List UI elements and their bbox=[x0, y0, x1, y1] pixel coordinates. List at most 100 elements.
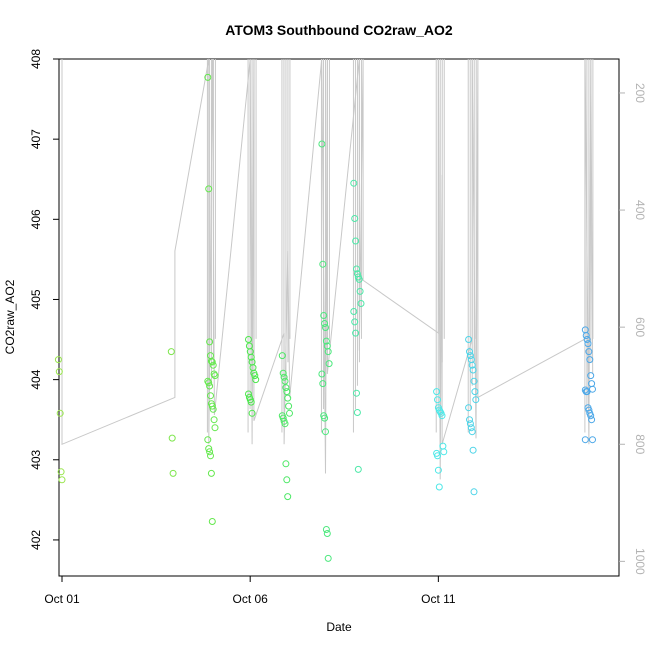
y-tick-label: 404 bbox=[29, 369, 43, 389]
data-point bbox=[434, 466, 442, 474]
data-point bbox=[586, 356, 594, 364]
data-point bbox=[322, 526, 330, 533]
data-point bbox=[466, 348, 473, 356]
data-point bbox=[584, 340, 592, 348]
data-point bbox=[168, 434, 176, 442]
y2-tick-label: 600 bbox=[633, 317, 647, 337]
data-point bbox=[356, 287, 364, 295]
data-point bbox=[318, 140, 326, 148]
data-point bbox=[279, 369, 287, 377]
data-point bbox=[465, 404, 473, 412]
data-point bbox=[54, 356, 62, 364]
data-point bbox=[211, 424, 219, 432]
data-point bbox=[321, 414, 329, 422]
data-point bbox=[471, 388, 479, 396]
data-point bbox=[467, 424, 475, 432]
data-point bbox=[208, 402, 216, 410]
data-point bbox=[472, 396, 480, 404]
data-point bbox=[324, 348, 332, 356]
data-point bbox=[585, 348, 593, 356]
data-point bbox=[282, 460, 290, 468]
y-tick-label: 407 bbox=[29, 129, 43, 149]
data-point bbox=[468, 361, 476, 369]
plot-frame bbox=[58, 58, 620, 577]
data-point bbox=[283, 476, 291, 484]
data-point bbox=[249, 364, 257, 372]
x-axis: Oct 01 Oct 06 Oct 11 bbox=[44, 576, 456, 606]
data-point bbox=[466, 420, 474, 428]
data-point bbox=[589, 436, 596, 444]
y-tick-label: 406 bbox=[29, 209, 43, 229]
data-point bbox=[357, 300, 365, 307]
data-point bbox=[322, 337, 330, 345]
y-axis-right: 200 400 600 800 1000 bbox=[619, 83, 647, 575]
data-point bbox=[588, 416, 596, 424]
data-point bbox=[211, 372, 219, 380]
data-point bbox=[350, 308, 358, 315]
data-point bbox=[353, 389, 360, 397]
data-point bbox=[204, 436, 212, 444]
data-point bbox=[351, 318, 359, 326]
data-point bbox=[350, 179, 358, 187]
data-point bbox=[434, 452, 441, 460]
data-point bbox=[245, 336, 252, 343]
data-point bbox=[440, 448, 448, 456]
data-point bbox=[318, 370, 326, 378]
data-point bbox=[587, 412, 595, 420]
x-tick-label: Oct 06 bbox=[233, 592, 269, 606]
data-point bbox=[209, 405, 217, 413]
data-point bbox=[320, 312, 328, 319]
data-point bbox=[322, 428, 329, 436]
data-point bbox=[167, 348, 175, 356]
data-point bbox=[321, 320, 329, 327]
data-point bbox=[283, 388, 291, 396]
y-tick-label: 402 bbox=[29, 530, 43, 550]
data-point bbox=[435, 483, 443, 491]
data-point bbox=[324, 554, 332, 562]
data-point bbox=[58, 476, 66, 484]
data-point bbox=[470, 377, 478, 385]
data-point bbox=[207, 392, 214, 400]
data-point bbox=[438, 412, 446, 420]
data-point bbox=[208, 358, 216, 366]
data-point bbox=[205, 185, 213, 193]
y2-tick-label: 400 bbox=[633, 200, 647, 220]
y2-tick-label: 200 bbox=[633, 83, 647, 103]
data-point bbox=[210, 416, 218, 424]
data-point bbox=[55, 368, 63, 376]
y-tick-label: 408 bbox=[29, 49, 43, 69]
data-point bbox=[206, 338, 214, 346]
data-point bbox=[281, 377, 289, 385]
altitude-profile-lines bbox=[61, 58, 594, 480]
data-point bbox=[434, 396, 441, 404]
data-point bbox=[354, 465, 362, 473]
data-point bbox=[252, 376, 260, 384]
x-axis-label: Date bbox=[326, 620, 352, 634]
y2-tick-label: 800 bbox=[633, 434, 647, 454]
data-point bbox=[204, 73, 212, 81]
y-tick-label: 403 bbox=[29, 449, 43, 469]
chart-title: ATOM3 Southbound CO2raw_AO2 bbox=[225, 22, 453, 38]
data-point bbox=[207, 469, 215, 477]
data-point bbox=[468, 428, 476, 436]
y-axis-label: CO2raw_AO2 bbox=[3, 279, 17, 354]
data-point bbox=[325, 360, 333, 368]
data-point bbox=[57, 468, 65, 476]
data-point bbox=[209, 361, 217, 369]
data-point bbox=[284, 394, 292, 402]
data-point bbox=[587, 372, 595, 380]
data-point bbox=[205, 445, 213, 453]
x-tick-label: Oct 11 bbox=[421, 592, 456, 606]
x-tick-label: Oct 01 bbox=[44, 592, 80, 606]
data-point bbox=[323, 530, 331, 537]
data-point bbox=[169, 469, 177, 477]
data-point bbox=[207, 357, 215, 365]
y2-tick-label: 1000 bbox=[633, 548, 647, 575]
data-point bbox=[280, 373, 288, 381]
data-point bbox=[353, 265, 360, 273]
data-point bbox=[466, 352, 474, 360]
data-point bbox=[286, 409, 293, 417]
data-point bbox=[470, 488, 478, 496]
data-point bbox=[466, 416, 473, 424]
